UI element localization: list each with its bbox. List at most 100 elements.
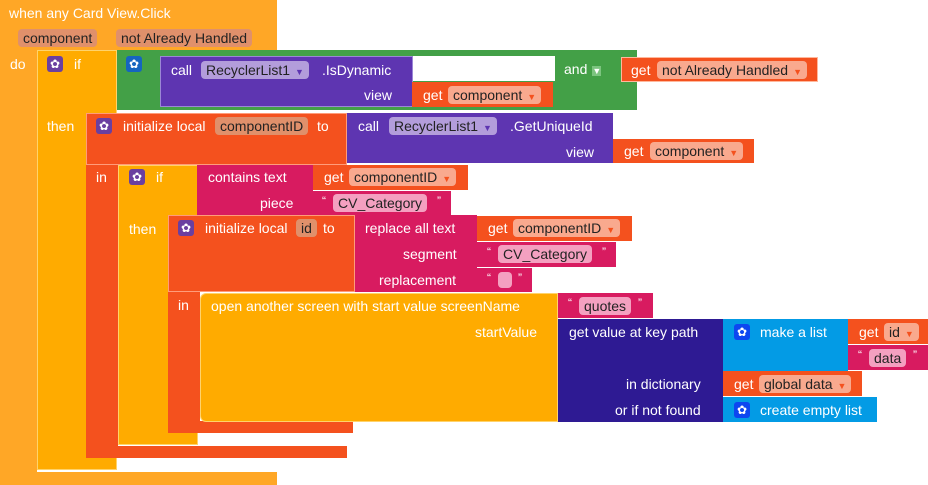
local-var-name[interactable]: id [296, 219, 317, 237]
gear-icon[interactable]: ✿ [734, 324, 750, 340]
dropdown-arrow-icon: ▼ [295, 67, 304, 77]
text-value[interactable]: CV_Category [333, 194, 428, 212]
if-label: if [156, 169, 163, 185]
call-label: call [171, 62, 193, 78]
init-id-body-left [168, 292, 200, 433]
open-another-screen-block[interactable] [200, 293, 558, 422]
init-id-bottom [168, 421, 353, 433]
component-dropdown[interactable]: RecyclerList1 ▼ [389, 117, 497, 135]
get-label: get [324, 169, 344, 185]
quote-close: ” [602, 245, 606, 259]
dropdown-arrow-icon: ▼ [592, 66, 602, 76]
get-label: get [631, 62, 651, 78]
quote-open: “ [858, 348, 862, 362]
event-body-left [0, 50, 37, 473]
local-var-name[interactable]: componentID [215, 117, 309, 135]
var-dropdown[interactable]: componentID ▼ [513, 219, 621, 237]
get-label: get [423, 87, 443, 103]
call-label: call [358, 118, 380, 134]
init-local-id-block[interactable] [168, 215, 355, 292]
init-bottom [86, 446, 347, 458]
var-name: global data [764, 376, 833, 392]
quote-close: ” [638, 296, 642, 310]
make-list-label: make a list [760, 324, 827, 340]
get-label: get [488, 220, 508, 236]
if-label: if [74, 56, 81, 72]
method-label: .GetUniqueId [510, 118, 593, 134]
dropdown-arrow-icon: ▼ [442, 174, 452, 184]
component-name: RecyclerList1 [394, 118, 479, 134]
param-not-already-handled[interactable]: not Already Handled [116, 29, 253, 47]
dropdown-arrow-icon: ▼ [729, 148, 739, 158]
gear-icon[interactable]: ✿ [178, 220, 194, 236]
in-label: in [178, 297, 189, 313]
var-name: not Already Handled [662, 62, 789, 78]
var-dropdown[interactable]: component ▼ [448, 86, 542, 104]
to-label: to [323, 220, 335, 236]
var-dropdown[interactable]: not Already Handled ▼ [657, 61, 808, 79]
view-label: view [364, 87, 393, 103]
text-value[interactable]: data [869, 349, 907, 367]
empty-list-label: create empty list [760, 402, 862, 418]
replacement-label: replacement [379, 272, 457, 288]
text-value[interactable] [498, 272, 512, 288]
gear-icon[interactable]: ✿ [126, 56, 142, 72]
contains-text-block[interactable] [197, 165, 313, 215]
keypath-label: get value at key path [569, 324, 699, 340]
var-dropdown[interactable]: id ▼ [884, 323, 919, 341]
get-label: get [859, 324, 879, 340]
dropdown-arrow-icon: ▼ [904, 329, 914, 339]
var-dropdown[interactable]: componentID ▼ [349, 168, 457, 186]
replace-label: replace all text [365, 220, 456, 236]
get-value-at-key-path-block[interactable] [558, 319, 723, 422]
method-label: .IsDynamic [322, 62, 392, 78]
param-component[interactable]: component [18, 29, 98, 47]
var-name: component [655, 143, 725, 159]
init-body-left [86, 165, 118, 458]
gear-icon[interactable]: ✿ [96, 118, 112, 134]
in-label: in [96, 169, 107, 185]
var-name: component [453, 87, 523, 103]
quote-open: “ [487, 271, 491, 285]
text-value[interactable]: CV_Category [498, 245, 593, 263]
not-found-label: or if not found [615, 402, 701, 418]
component-name: RecyclerList1 [206, 62, 291, 78]
text-value[interactable]: quotes [579, 297, 632, 315]
quote-open: “ [568, 296, 572, 310]
if-bottom [37, 458, 117, 470]
dropdown-arrow-icon: ▼ [483, 123, 492, 133]
event-bottom [0, 472, 277, 485]
and-label: and [564, 61, 588, 77]
open-screen-label: open another screen with start value scr… [211, 298, 520, 314]
init-label: initialize local [123, 118, 206, 134]
dropdown-arrow-icon: ▼ [606, 225, 616, 235]
init-label: initialize local [205, 220, 288, 236]
then-label: then [47, 118, 75, 134]
view-label: view [566, 144, 595, 160]
get-label: get [734, 376, 754, 392]
segment-label: segment [403, 246, 457, 262]
quote-close: ” [913, 348, 917, 362]
in-dictionary-label: in dictionary [626, 376, 701, 392]
gear-icon[interactable]: ✿ [734, 402, 750, 418]
and-empty-area [412, 56, 555, 81]
quote-close: ” [518, 271, 522, 285]
get-label: get [624, 143, 644, 159]
dropdown-arrow-icon: ▼ [793, 67, 803, 77]
and-dropdown[interactable]: and ▼ [559, 60, 607, 78]
event-title: when any Card View.Click [9, 5, 171, 21]
replace-all-text-block[interactable] [355, 215, 477, 292]
quote-open: “ [322, 194, 326, 208]
component-dropdown[interactable]: RecyclerList1 ▼ [201, 61, 309, 79]
var-name: componentID [354, 169, 438, 185]
to-label: to [317, 118, 329, 134]
var-dropdown[interactable]: global data ▼ [759, 375, 852, 393]
quote-close: ” [437, 194, 441, 208]
dropdown-arrow-icon: ▼ [527, 92, 537, 102]
gear-icon[interactable]: ✿ [47, 56, 63, 72]
inner-if-bottom [118, 433, 198, 445]
var-dropdown[interactable]: component ▼ [650, 142, 744, 160]
gear-icon[interactable]: ✿ [129, 169, 145, 185]
start-value-label: startValue [475, 324, 537, 340]
var-name: componentID [518, 220, 602, 236]
